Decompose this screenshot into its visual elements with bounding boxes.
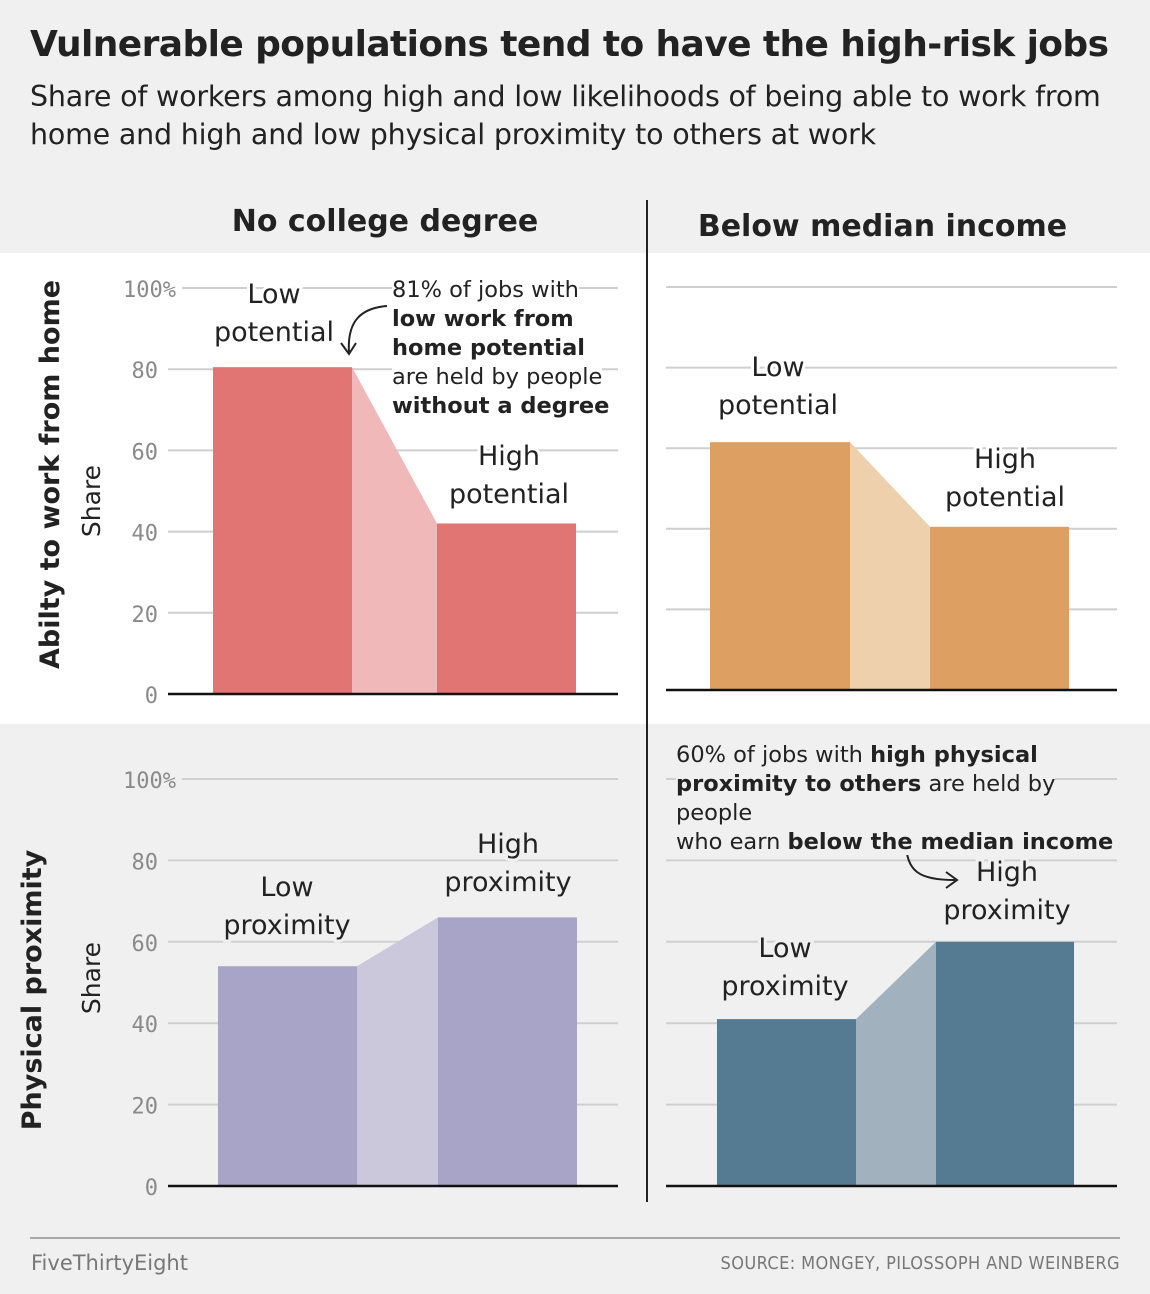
y-tick-label-100: 100%: [123, 769, 176, 794]
arrowhead-bottom: [945, 871, 959, 889]
y-tick-label-60: 60: [132, 440, 159, 465]
column-title-no-college: No college degree: [231, 204, 539, 239]
annotation-bold-1: high physical: [870, 742, 1038, 768]
annotation-arrow-top: [347, 305, 388, 353]
category-label-proximity: proximity: [223, 910, 350, 941]
arrowhead-top: [340, 342, 357, 356]
bar-low-potential: [710, 442, 850, 690]
category-label-low: Low: [758, 933, 811, 964]
bar-high-potential: [930, 526, 1069, 690]
chart-title: Vulnerable populations tend to have the …: [30, 24, 1109, 65]
y-tick-label-20: 20: [132, 1095, 159, 1120]
category-label-high: High: [976, 857, 1038, 888]
category-label-potential: potential: [718, 390, 838, 421]
annotation-text-1: 60% of jobs with: [676, 742, 871, 768]
connector-area: [850, 442, 930, 690]
annotation-bold-3: without a degree: [392, 393, 610, 419]
connector-area: [357, 917, 438, 1186]
bar-low-proximity: [717, 1019, 856, 1186]
bar-low-proximity: [218, 966, 357, 1186]
annotation-bold-3: below the median income: [787, 829, 1114, 855]
y-tick-label-40: 40: [132, 1013, 159, 1038]
category-label-high: High: [478, 441, 540, 472]
category-label-low: Low: [247, 279, 300, 310]
annotation-bold-2: proximity to others: [676, 771, 922, 797]
category-label-low: Low: [260, 872, 313, 903]
y-tick-label-80: 80: [132, 359, 159, 384]
category-label-low: Low: [751, 352, 804, 383]
category-label-proximity: proximity: [444, 867, 571, 898]
column-title-below-median: Below median income: [697, 209, 1068, 244]
chart-subtitle: Share of workers among high and low like…: [30, 80, 1101, 151]
y-tick-label-60: 60: [132, 932, 159, 957]
bar-low-potential: [213, 367, 352, 694]
connector-area: [856, 941, 936, 1186]
annotation-bold-1: low work from: [392, 306, 574, 332]
annotation-bold-2: home potential: [392, 335, 585, 361]
category-label-potential: potential: [945, 482, 1065, 513]
bar-high-proximity: [936, 941, 1074, 1186]
annotation-line-2: are held by people: [392, 364, 603, 390]
bar-high-potential: [437, 523, 576, 694]
category-label-potential: potential: [449, 479, 569, 510]
column-divider: [646, 200, 648, 1202]
annotation-work-from-home: 81% of jobs with low work from home pote…: [392, 276, 622, 421]
source-note: SOURCE: MONGEY, PILOSSOPH AND WEINBERG: [720, 1253, 1120, 1274]
y-tick-label-80: 80: [132, 850, 159, 875]
brand-logo-text: FiveThirtyEight: [31, 1251, 188, 1275]
category-label-high: High: [477, 829, 539, 860]
y-tick-label-100: 100%: [123, 278, 176, 303]
category-label-potential: potential: [214, 317, 334, 348]
y-tick-label-40: 40: [132, 522, 159, 547]
category-label-proximity: proximity: [943, 895, 1070, 926]
annotation-text-3: who earn: [676, 829, 788, 855]
y-tick-label-0: 0: [145, 1176, 158, 1201]
annotation-line-1: 81% of jobs with: [392, 277, 579, 303]
footer-rule: [30, 1237, 1120, 1239]
bar-high-proximity: [438, 917, 577, 1186]
y-tick-label-0: 0: [145, 684, 158, 709]
connector-area: [352, 367, 437, 694]
y-tick-label-20: 20: [132, 603, 159, 628]
annotation-proximity: 60% of jobs with high physical proximity…: [676, 741, 1136, 857]
category-label-high: High: [974, 444, 1036, 475]
category-label-proximity: proximity: [721, 971, 848, 1002]
